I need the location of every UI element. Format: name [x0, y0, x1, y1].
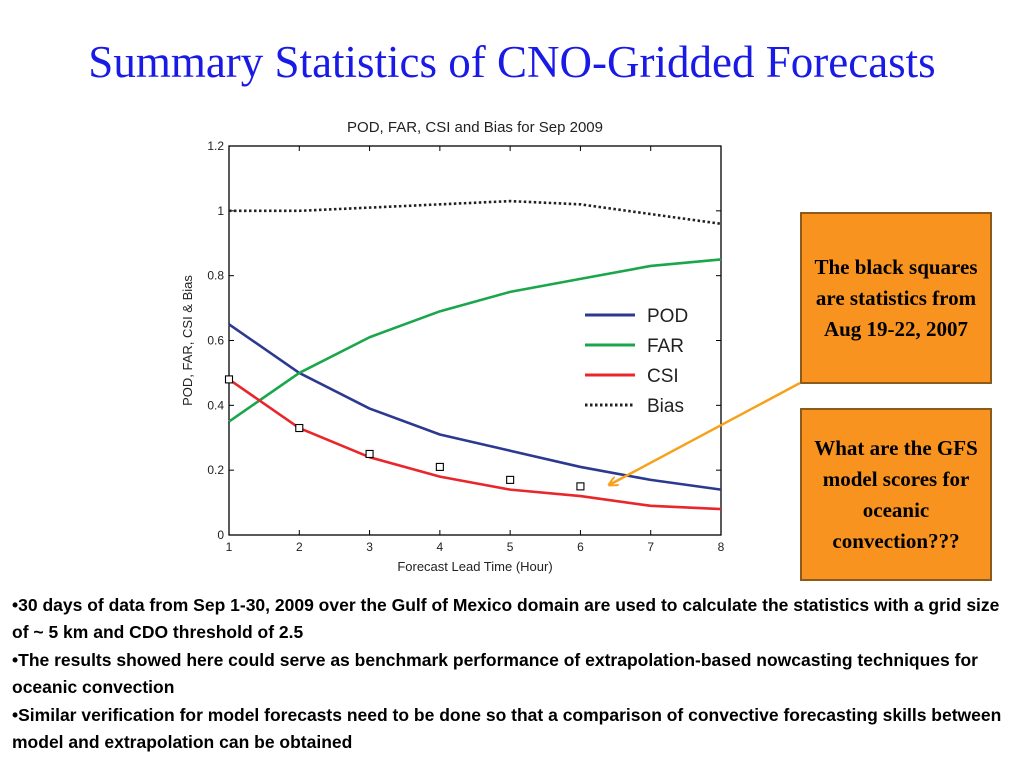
aug-2007-marker [576, 482, 585, 491]
y-tick-label: 0.2 [207, 463, 224, 477]
bullet-item: •Similar verification for model forecast… [12, 705, 1002, 752]
x-tick-label: 4 [437, 540, 444, 554]
x-axis-label: Forecast Lead Time (Hour) [397, 559, 552, 574]
legend-label-csi: CSI [647, 366, 679, 387]
series-line-bias [229, 199, 722, 226]
aug-2007-marker [224, 375, 234, 384]
y-tick-label: 0 [217, 528, 224, 542]
bullet-item: •The results showed here could serve as … [12, 650, 978, 697]
y-tick-label: 1.2 [207, 139, 224, 153]
line-chart: POD, FAR, CSI and Bias for Sep 2009 0 0.2 0… [180, 119, 725, 574]
aug-2007-marker [365, 449, 374, 459]
x-tick-label: 3 [366, 540, 373, 554]
y-tick-label: 0.8 [207, 269, 224, 283]
series-line-csi [228, 378, 722, 511]
x-tick-label: 1 [226, 540, 233, 554]
x-tick-label: 8 [718, 540, 725, 554]
legend-label-far: FAR [647, 336, 684, 357]
slide-title: Summary Statistics of CNO-Gridded Foreca… [88, 37, 936, 87]
y-axis-label: POD, FAR, CSI & Bias [180, 275, 195, 406]
legend-label-pod: POD [647, 306, 688, 327]
series-line-far [228, 258, 722, 423]
y-tick-label: 0.4 [207, 398, 224, 412]
x-tick-label: 6 [577, 540, 584, 554]
aug-2007-marker [506, 475, 515, 484]
chart-title: POD, FAR, CSI and Bias for Sep 2009 [347, 119, 603, 136]
x-tick-label: 2 [296, 540, 303, 554]
aug-2007-marker [295, 423, 304, 433]
x-tick-label: 7 [647, 540, 654, 554]
callout-black-squares-note: The black squares are statistics from Au… [800, 212, 992, 384]
callout-gfs-question: What are the GFS model scores for oceani… [800, 408, 992, 581]
y-tick-label: 0.6 [207, 334, 224, 348]
aug-2007-marker [435, 462, 444, 471]
legend-label-bias: Bias [647, 396, 684, 417]
bullet-list: •30 days of data from Sep 1-30, 2009 ove… [12, 592, 1012, 757]
bullet-item: •30 days of data from Sep 1-30, 2009 ove… [12, 595, 1000, 642]
x-tick-label: 5 [507, 540, 514, 554]
y-tick-label: 1 [217, 204, 224, 218]
